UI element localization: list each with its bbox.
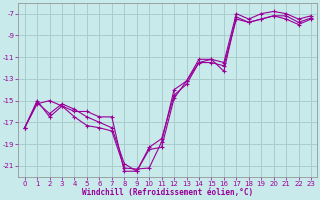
X-axis label: Windchill (Refroidissement éolien,°C): Windchill (Refroidissement éolien,°C) (82, 188, 253, 197)
